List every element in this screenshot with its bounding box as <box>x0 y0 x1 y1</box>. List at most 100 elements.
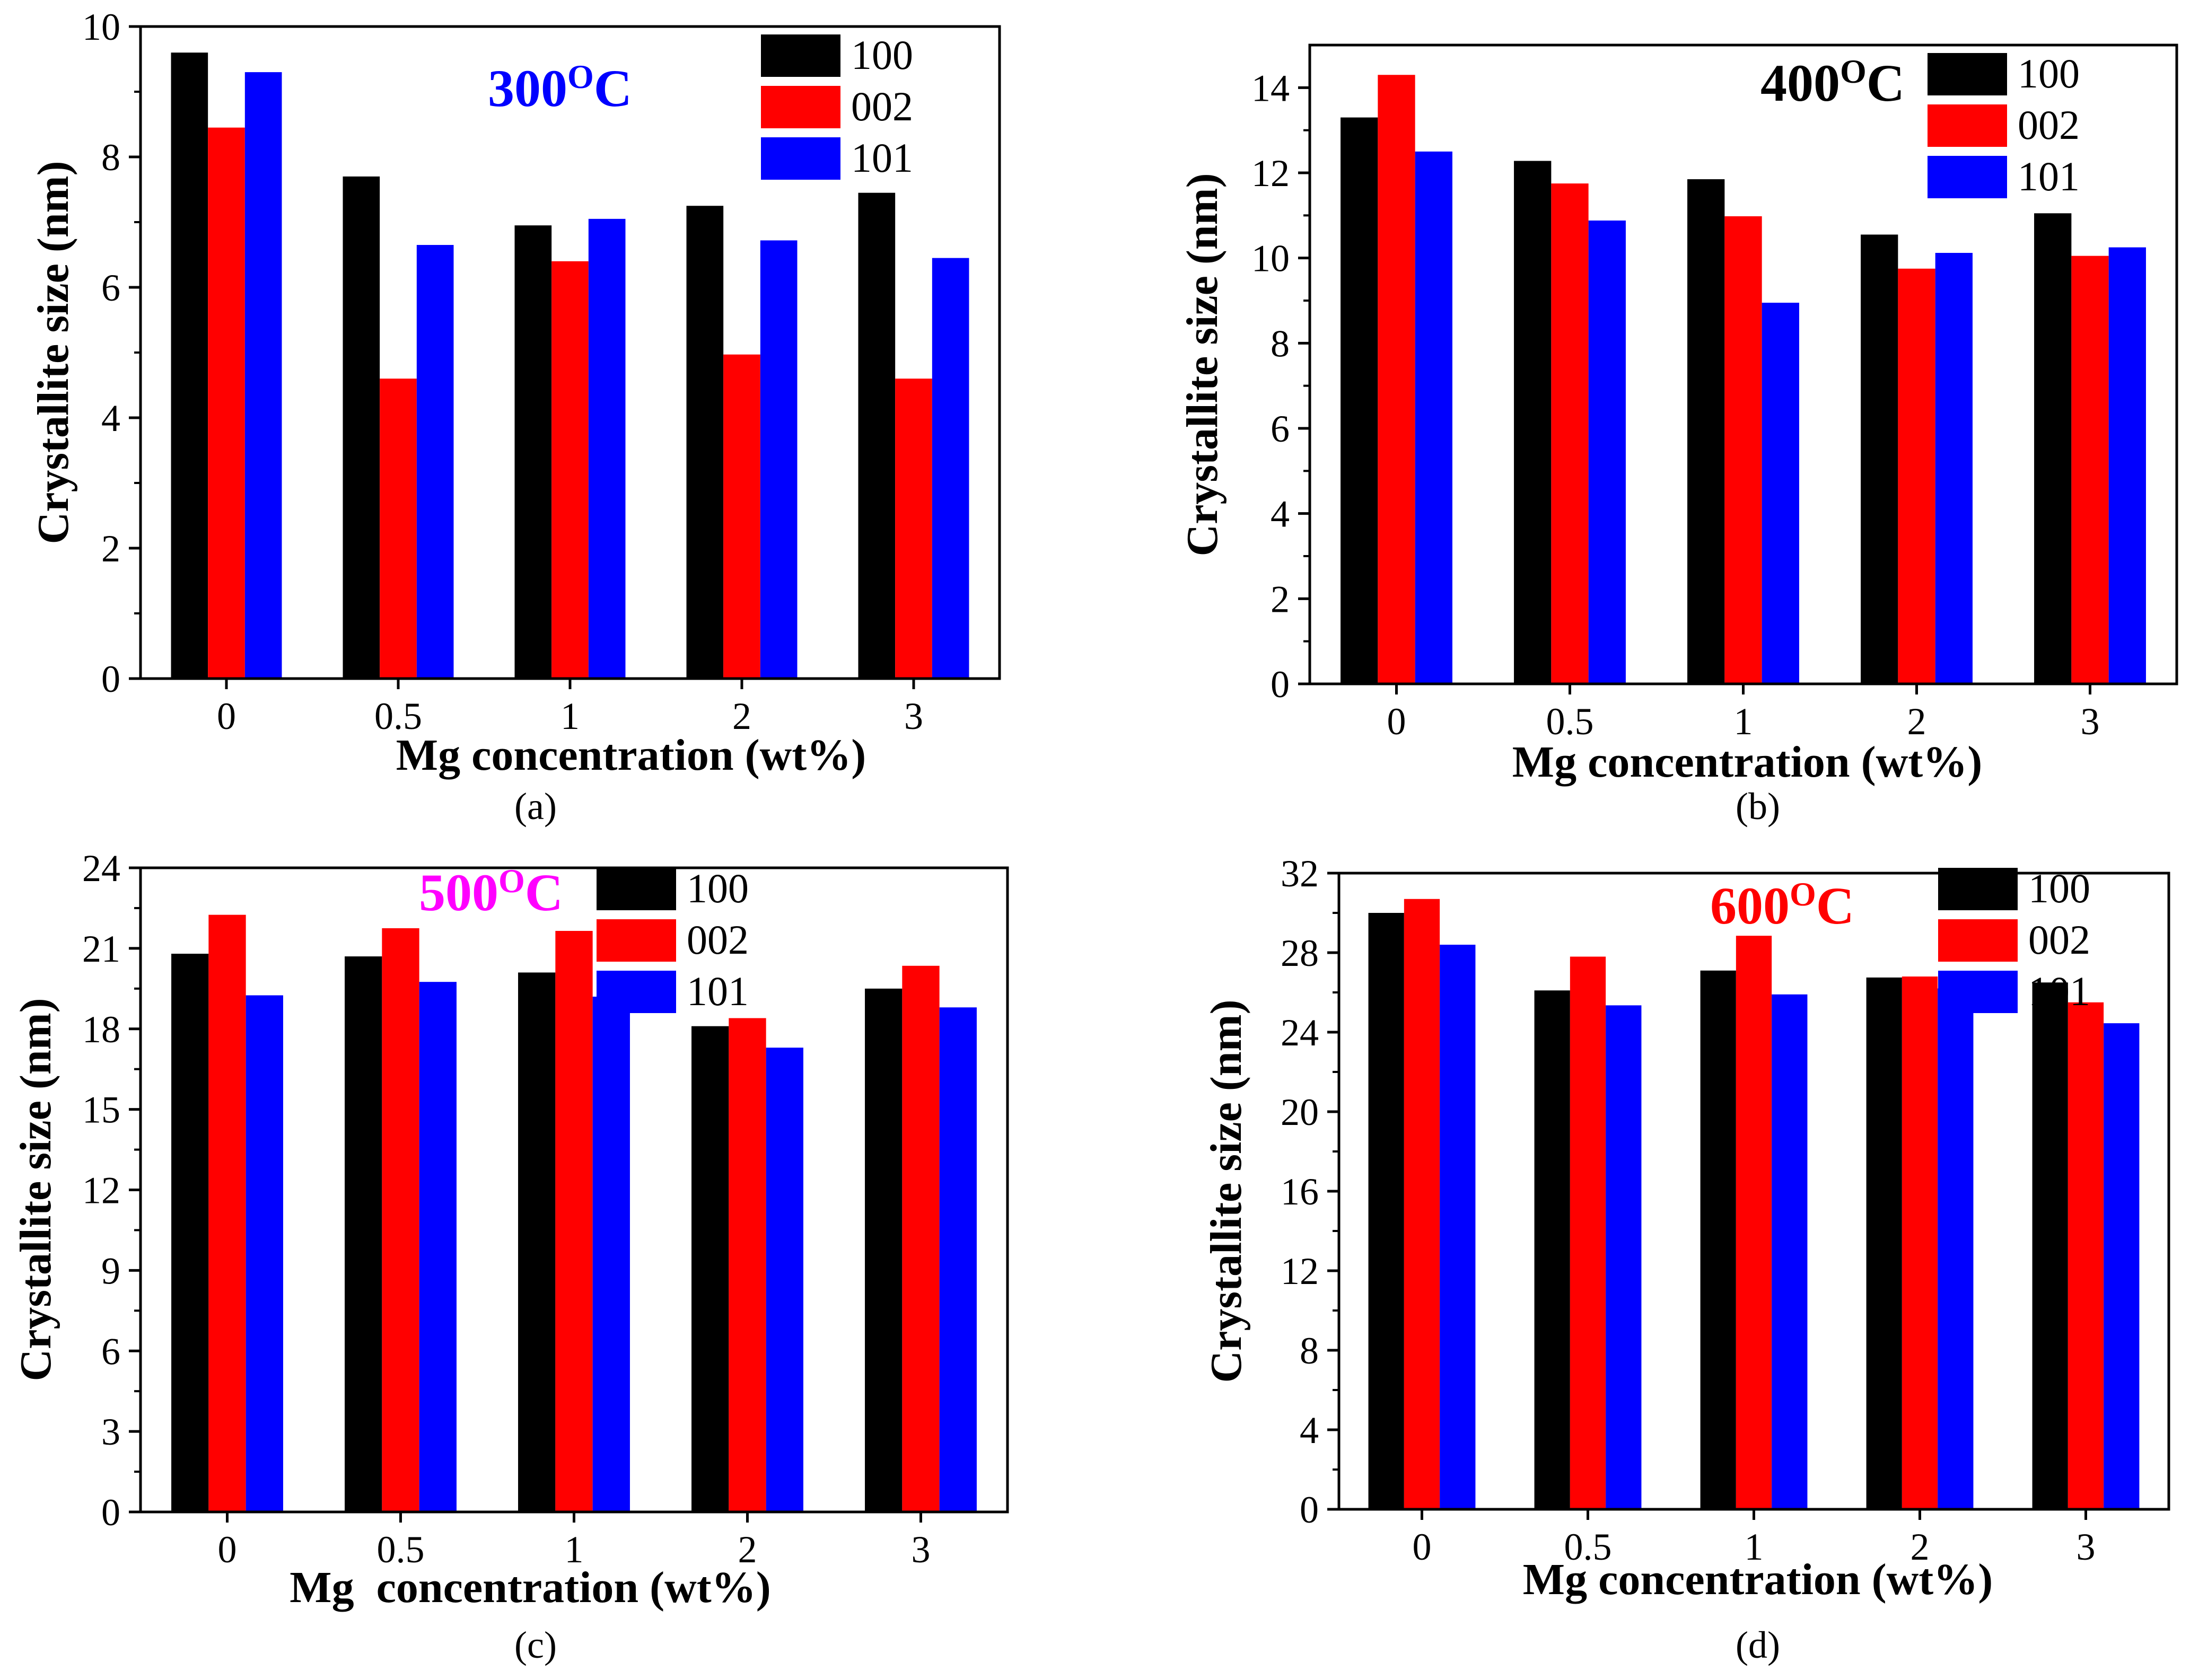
bars <box>1368 899 2140 1509</box>
y-tick-label: 24 <box>1281 1011 1319 1054</box>
y-tick-label: 4 <box>1271 493 1290 535</box>
bar <box>343 176 380 679</box>
legend-swatch <box>1928 104 2007 147</box>
bar <box>1938 988 1974 1509</box>
x-tick-label: 2 <box>732 695 751 737</box>
x-tick-label: 2 <box>1907 700 1926 743</box>
chart-title-unit: C <box>594 59 632 118</box>
y-tick-label: 10 <box>82 6 120 48</box>
chart-title-unit: C <box>525 863 563 922</box>
chart-title-sup: O <box>1790 875 1816 913</box>
chart-title: 400OC <box>1760 52 1905 112</box>
bar <box>729 1018 766 1512</box>
bar <box>1724 216 1762 684</box>
bar <box>1898 268 1935 684</box>
chart-title-text: 500 <box>419 863 498 922</box>
panel-label: (b) <box>1736 785 1780 828</box>
legend-swatch <box>597 971 676 1013</box>
y-tick-label: 6 <box>101 267 120 309</box>
bar <box>766 1048 803 1512</box>
chart-svg: 0 2 4 6 8 10 0 0.5 1 2 3 100 002 101 300OC Crystall… <box>29 6 1001 828</box>
legend-label: 100 <box>851 32 913 78</box>
bar <box>380 379 417 679</box>
x-tick-label: 1 <box>565 1528 584 1571</box>
chart-panel-d: 0 4 8 12 16 20 24 28 32 0 0.5 1 2 3 100 002 101 600OC … <box>1095 839 2190 1680</box>
y-axis-label: Crystallite size (nm) <box>29 161 78 544</box>
legend-swatch <box>761 86 840 128</box>
chart-title: 300OC <box>488 58 632 118</box>
x-tick-label: 0 <box>217 695 236 737</box>
y-ticks: 0 2 4 6 8 10 <box>82 6 141 700</box>
chart-title-sup: O <box>1840 52 1867 90</box>
bar <box>416 245 454 679</box>
bar <box>2032 982 2068 1509</box>
x-ticks: 0 0.5 1 2 3 <box>217 679 923 737</box>
y-tick-label: 3 <box>101 1411 120 1453</box>
x-tick-label: 0.5 <box>1546 700 1594 743</box>
x-axis-label: Mg concentration (wt%) <box>396 731 866 780</box>
chart-title: 500OC <box>419 862 563 922</box>
y-tick-label: 20 <box>1281 1091 1319 1133</box>
y-tick-label: 2 <box>101 527 120 570</box>
y-tick-label: 4 <box>101 397 120 439</box>
legend-swatch <box>597 868 676 910</box>
plot-frame <box>1337 872 2170 1511</box>
y-axis-label: Crystallite size (nm) <box>11 998 60 1381</box>
y-tick-label: 0 <box>1271 663 1290 706</box>
x-tick-label: 0.5 <box>377 1528 425 1571</box>
x-tick-label: 3 <box>912 1528 931 1571</box>
plot-frame <box>1308 43 2178 685</box>
bar <box>902 965 940 1512</box>
bar <box>382 928 419 1512</box>
y-tick-label: 21 <box>82 928 120 970</box>
bar <box>1588 220 1626 684</box>
x-tick-label: 1 <box>1745 1526 1764 1568</box>
x-tick-label: 2 <box>738 1528 757 1571</box>
bar <box>1736 936 1772 1509</box>
bar <box>1440 945 1476 1509</box>
bar <box>1902 977 1938 1509</box>
bar <box>2068 1002 2104 1509</box>
bar <box>419 982 457 1512</box>
y-tick-label: 9 <box>101 1250 120 1292</box>
y-tick-label: 0 <box>1300 1489 1319 1531</box>
x-tick-label: 1 <box>1734 700 1753 743</box>
chart-panel-b: 0 2 4 6 8 10 12 14 0 0.5 1 2 3 100 002 101 400OC Crys… <box>1095 0 2190 841</box>
legend-label: 002 <box>687 917 749 963</box>
plot-frame <box>139 25 1001 680</box>
bar <box>208 127 245 679</box>
x-axis-label: Mg concentration (wt%) <box>1523 1555 1993 1604</box>
y-tick-label: 6 <box>1271 408 1290 450</box>
legend-swatch <box>597 919 676 962</box>
bar <box>2104 1023 2140 1509</box>
y-tick-label: 12 <box>1251 152 1290 195</box>
y-axis-label: Crystallite size (nm) <box>1178 173 1227 556</box>
y-tick-label: 2 <box>1271 578 1290 620</box>
bar <box>1606 1005 1642 1509</box>
bar <box>865 988 903 1512</box>
bar <box>760 240 798 679</box>
bar <box>932 258 969 679</box>
legend: 100 002 101 <box>1928 50 2080 199</box>
y-ticks: 0 2 4 6 8 10 12 14 <box>1251 67 1310 706</box>
bar <box>858 192 896 679</box>
chart-title-unit: C <box>1816 876 1854 935</box>
y-tick-label: 8 <box>1300 1330 1319 1372</box>
legend-swatch <box>1928 156 2007 198</box>
bar <box>555 930 593 1512</box>
panel-label: (c) <box>514 1624 557 1666</box>
bar <box>1700 970 1736 1509</box>
chart-title-text: 300 <box>488 59 567 118</box>
bar <box>1404 899 1440 1509</box>
y-tick-label: 4 <box>1300 1409 1319 1452</box>
bar <box>246 995 283 1512</box>
legend-label: 101 <box>2018 153 2080 199</box>
bar <box>588 218 626 679</box>
x-ticks: 0 0.5 1 2 3 <box>218 1512 931 1571</box>
bar <box>1866 977 1902 1509</box>
y-tick-label: 6 <box>101 1330 120 1373</box>
bars <box>171 914 977 1512</box>
x-axis-label: Mg concentration (wt%) <box>1512 737 1982 787</box>
panel-label: (d) <box>1736 1624 1780 1666</box>
legend-label: 101 <box>851 135 913 181</box>
